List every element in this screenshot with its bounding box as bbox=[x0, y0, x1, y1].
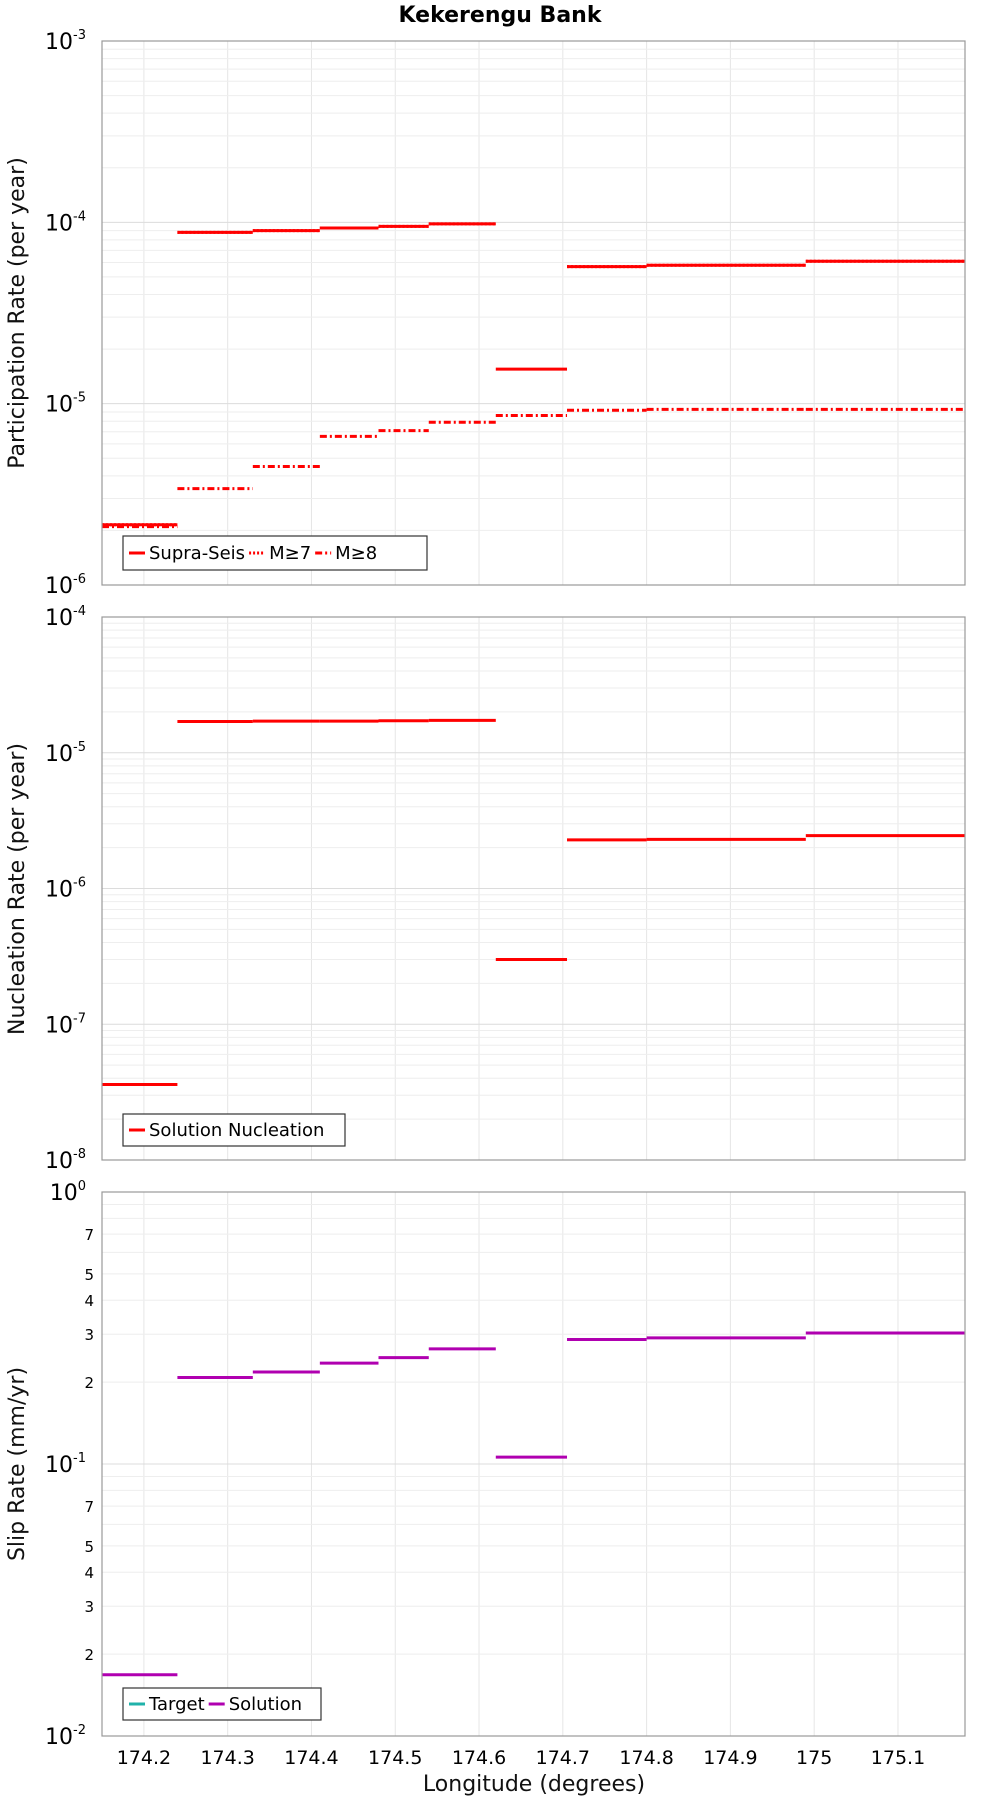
legend-label: Solution bbox=[229, 1694, 302, 1715]
legend: Supra-Seis M≥7 M≥8 bbox=[122, 535, 428, 571]
y-tick-mantissa: 10 bbox=[45, 393, 73, 418]
y-tick-label: 10-5 bbox=[45, 740, 86, 767]
x-tick-label: 174.9 bbox=[703, 1747, 757, 1769]
y-minor-tick-label: 3 bbox=[84, 1326, 94, 1344]
y-tick-label: 100 bbox=[50, 1179, 86, 1206]
x-tick-label: 174.6 bbox=[452, 1747, 506, 1769]
y-tick-mantissa: 10 bbox=[45, 1013, 73, 1038]
y-tick-label: 10-7 bbox=[45, 1011, 86, 1038]
x-tick-label: 175.1 bbox=[871, 1747, 925, 1769]
plot-border bbox=[101, 1191, 966, 1737]
y-tick-mantissa: 10 bbox=[50, 1181, 78, 1206]
y-tick-mantissa: 10 bbox=[45, 878, 73, 903]
x-tick-label: 174.3 bbox=[200, 1747, 254, 1769]
legend: Target Solution bbox=[122, 1687, 322, 1721]
plot-border bbox=[101, 40, 966, 586]
legend-label: Target bbox=[148, 1694, 205, 1715]
y-tick-mantissa: 10 bbox=[45, 742, 73, 767]
legend-box bbox=[122, 535, 428, 571]
y-minor-tick-label: 4 bbox=[84, 1292, 94, 1310]
legend: Solution Nucleation bbox=[122, 1113, 346, 1147]
y-tick-exponent: -3 bbox=[73, 28, 86, 43]
legend-label: M≥8 bbox=[335, 543, 377, 564]
y-tick-exponent: -8 bbox=[73, 1147, 86, 1162]
y-minor-tick-label: 2 bbox=[84, 1646, 94, 1664]
y-tick-exponent: -4 bbox=[73, 604, 86, 619]
y-minor-tick-label: 7 bbox=[84, 1226, 94, 1244]
y-tick-label: 10-4 bbox=[45, 604, 86, 631]
y-tick-mantissa: 10 bbox=[45, 1453, 73, 1478]
y-tick-exponent: -7 bbox=[73, 1011, 86, 1026]
y-axis-label: Participation Rate (per year) bbox=[5, 157, 30, 469]
legend-label: M≥7 bbox=[269, 543, 311, 564]
x-axis-label: Longitude (degrees) bbox=[423, 1772, 645, 1797]
y-tick-exponent: -4 bbox=[73, 209, 86, 224]
x-tick-label: 175 bbox=[796, 1747, 832, 1769]
x-tick-label: 174.7 bbox=[536, 1747, 590, 1769]
y-tick-label: 10-6 bbox=[45, 572, 86, 599]
y-tick-exponent: 0 bbox=[78, 1179, 86, 1194]
y-tick-label: 10-3 bbox=[45, 28, 86, 55]
chart-title: Kekerengu Bank bbox=[399, 3, 603, 28]
legend-box bbox=[122, 1113, 346, 1147]
legend-label: Supra-Seis bbox=[149, 543, 245, 564]
y-tick-label: 10-8 bbox=[45, 1147, 86, 1174]
y-tick-mantissa: 10 bbox=[45, 606, 73, 631]
legend-label: Solution Nucleation bbox=[149, 1120, 324, 1141]
y-minor-tick-label: 4 bbox=[84, 1564, 94, 1582]
y-tick-mantissa: 10 bbox=[45, 1725, 73, 1750]
y-tick-label: 10-6 bbox=[45, 876, 86, 903]
x-tick-label: 174.5 bbox=[368, 1747, 422, 1769]
y-tick-exponent: -5 bbox=[73, 740, 86, 755]
y-minor-tick-label: 3 bbox=[84, 1598, 94, 1616]
y-tick-exponent: -2 bbox=[73, 1723, 86, 1738]
y-axis-label: Nucleation Rate (per year) bbox=[5, 743, 30, 1035]
x-tick-label: 174.4 bbox=[284, 1747, 338, 1769]
y-tick-exponent: -6 bbox=[73, 572, 86, 587]
y-tick-mantissa: 10 bbox=[45, 211, 73, 236]
y-tick-label: 10-4 bbox=[45, 209, 86, 236]
y-minor-tick-label: 7 bbox=[84, 1498, 94, 1516]
x-tick-label: 174.8 bbox=[619, 1747, 673, 1769]
y-tick-label: 10-2 bbox=[45, 1723, 86, 1750]
y-minor-tick-label: 2 bbox=[84, 1374, 94, 1392]
y-tick-mantissa: 10 bbox=[45, 574, 73, 599]
y-tick-label: 10-5 bbox=[45, 391, 86, 418]
plot-border bbox=[101, 616, 966, 1161]
y-minor-tick-label: 5 bbox=[84, 1538, 94, 1556]
x-tick-label: 174.2 bbox=[117, 1747, 171, 1769]
y-tick-mantissa: 10 bbox=[45, 30, 73, 55]
y-tick-exponent: -1 bbox=[73, 1451, 86, 1466]
y-tick-mantissa: 10 bbox=[45, 1149, 73, 1174]
y-axis-label: Slip Rate (mm/yr) bbox=[5, 1367, 30, 1561]
y-tick-exponent: -5 bbox=[73, 391, 86, 406]
y-tick-exponent: -6 bbox=[73, 876, 86, 891]
y-tick-label: 10-1 bbox=[45, 1451, 86, 1478]
y-minor-tick-label: 5 bbox=[84, 1266, 94, 1284]
plot-area bbox=[102, 41, 965, 585]
